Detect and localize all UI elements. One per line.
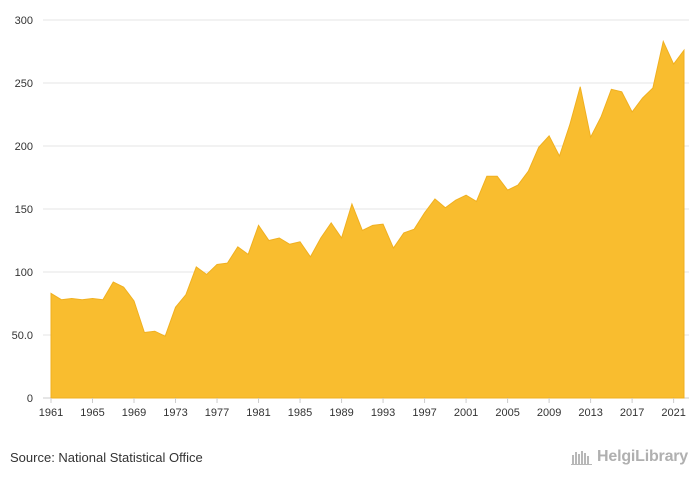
y-tick-label: 200 (15, 141, 33, 153)
y-tick-label: 150 (15, 204, 33, 216)
x-tick-label: 1997 (412, 407, 436, 419)
x-tick-label: 2021 (661, 407, 685, 419)
x-tick-label: 1969 (122, 407, 146, 419)
source-note: Source: National Statistical Office (10, 450, 203, 465)
area-series (51, 41, 684, 398)
x-tick-label: 1973 (163, 407, 187, 419)
brand-logo: HelgiLibrary (571, 448, 688, 466)
x-tick-label: 1993 (371, 407, 395, 419)
x-tick-label: 1965 (80, 407, 104, 419)
y-tick-label: 0 (27, 393, 33, 405)
brand-name: HelgiLibrary (597, 448, 688, 466)
x-tick-label: 1977 (205, 407, 229, 419)
x-tick-label: 2013 (578, 407, 602, 419)
y-tick-label: 50.0 (12, 330, 33, 342)
x-tick-label: 1981 (246, 407, 270, 419)
x-tick-label: 1961 (39, 407, 63, 419)
x-tick-label: 2009 (537, 407, 561, 419)
area-fill (51, 41, 684, 398)
x-axis: 1961 1965 1969 1973 1977 1981 1985 1989 1993 1997… (39, 398, 686, 419)
x-tick-label: 2017 (620, 407, 644, 419)
x-tick-label: 1985 (288, 407, 312, 419)
x-tick-label: 1989 (329, 407, 353, 419)
library-icon (571, 449, 593, 465)
y-axis: 0 50.0 100 150 200 250 300 (12, 15, 33, 405)
y-tick-label: 300 (15, 15, 33, 27)
y-tick-label: 250 (15, 78, 33, 90)
y-tick-label: 100 (15, 267, 33, 279)
x-tick-label: 2001 (454, 407, 478, 419)
x-tick-label: 2005 (495, 407, 519, 419)
